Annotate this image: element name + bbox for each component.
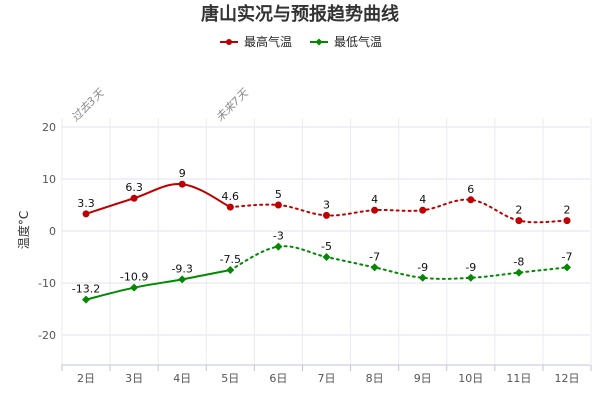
data-label: 6: [467, 183, 474, 196]
legend-marker: [315, 38, 323, 46]
x-tick-label: 7日: [318, 372, 336, 385]
data-label: 4: [371, 193, 378, 206]
data-point: [419, 206, 427, 214]
annotations: 过去3天 未来7天: [69, 86, 251, 124]
x-tick-label: 8日: [366, 372, 384, 385]
series-line-observed: [85, 183, 231, 215]
data-label: 5: [275, 188, 282, 201]
data-point: [322, 253, 331, 261]
y-tick-label: 20: [42, 121, 56, 134]
x-tick-label: 2日: [77, 372, 95, 385]
y-tick-label: -10: [38, 277, 56, 290]
data-point: [178, 275, 187, 284]
x-tick-label: 9日: [414, 372, 432, 385]
data-label: 3: [323, 198, 330, 211]
data-label: -9: [465, 261, 476, 274]
data-label: -7: [369, 250, 380, 263]
x-tick-label: 11日: [506, 372, 531, 385]
data-point: [130, 194, 138, 202]
data-label: 3.3: [77, 197, 95, 210]
series-min-temp: -13.2 -10.9 -9.3 -7.5 -3 -5 -7 -9 -9 -8 -7: [72, 230, 573, 304]
data-label: 2: [564, 204, 571, 217]
x-tick-label: 10日: [458, 372, 483, 385]
data-label: -10.9: [120, 271, 148, 284]
x-tick-label: 3日: [125, 372, 143, 385]
data-point: [226, 203, 234, 211]
series-line-forecast: [229, 245, 568, 280]
y-axis-label: 温度°C: [16, 211, 31, 249]
data-point: [466, 273, 475, 282]
data-point: [467, 196, 475, 204]
y-tick-label: 0: [49, 225, 56, 238]
grid: [61, 118, 592, 365]
data-point: [418, 273, 427, 282]
data-point: [82, 210, 90, 218]
period-annotation: 过去3天: [69, 86, 107, 124]
series-layer: 3.36.394.6 53 4 462 2-13.2-10.9-9.3-7.5-3-5-…: [72, 167, 573, 304]
data-point: [274, 201, 282, 209]
legend-marker: [226, 39, 232, 45]
series-line-observed: [85, 269, 231, 301]
data-point: [371, 206, 379, 214]
data-point: [514, 268, 523, 277]
chart-title: 唐山实况与预报趋势曲线: [201, 3, 399, 25]
data-label: -5: [321, 240, 332, 253]
series-max-temp: 3.3 6.3 9 4.6 5 3 4 4 6 2 2: [77, 167, 571, 225]
data-point: [323, 211, 330, 219]
data-point: [563, 217, 571, 225]
y-tick-label: 10: [42, 173, 56, 186]
data-point: [515, 217, 523, 225]
data-point: [563, 263, 571, 272]
x-tick-label: 6日: [269, 372, 287, 385]
data-label: -9: [417, 261, 428, 274]
data-point: [226, 266, 235, 274]
data-label: -7.5: [220, 253, 241, 266]
data-label: -7: [562, 250, 573, 263]
x-tick-label: 4日: [173, 372, 191, 385]
data-label: -9.3: [171, 262, 192, 275]
series-line-forecast: [229, 198, 568, 224]
legend-label: 最低气温: [334, 34, 382, 49]
data-label: 4.6: [222, 190, 240, 203]
y-tick-label: -20: [38, 329, 56, 342]
data-label: -13.2: [72, 283, 100, 296]
period-annotation: 未来7天: [213, 86, 251, 124]
data-label: 2: [515, 204, 522, 217]
legend-item-min[interactable]: 最低气温: [310, 34, 382, 49]
legend-label: 最高气温: [244, 34, 292, 49]
data-label: -8: [513, 256, 524, 269]
data-label: 9: [179, 167, 186, 180]
data-point: [82, 295, 90, 304]
data-label: 6.3: [125, 181, 143, 194]
axes: -20 -10 0 10 20 2日 3日 4日 5日 6日 7日 8日 9日 10日 11日 12日: [38, 121, 592, 385]
legend: 最高气温 最低气温: [220, 34, 382, 49]
data-point: [130, 283, 139, 292]
legend-item-max[interactable]: 最高气温: [220, 34, 292, 49]
x-tick-label: 12日: [555, 372, 580, 385]
data-label: 4: [419, 193, 426, 206]
data-point: [274, 242, 283, 251]
data-point: [178, 180, 186, 188]
data-label: -3: [273, 230, 284, 243]
data-point: [370, 263, 379, 272]
x-tick-label: 5日: [221, 372, 239, 385]
